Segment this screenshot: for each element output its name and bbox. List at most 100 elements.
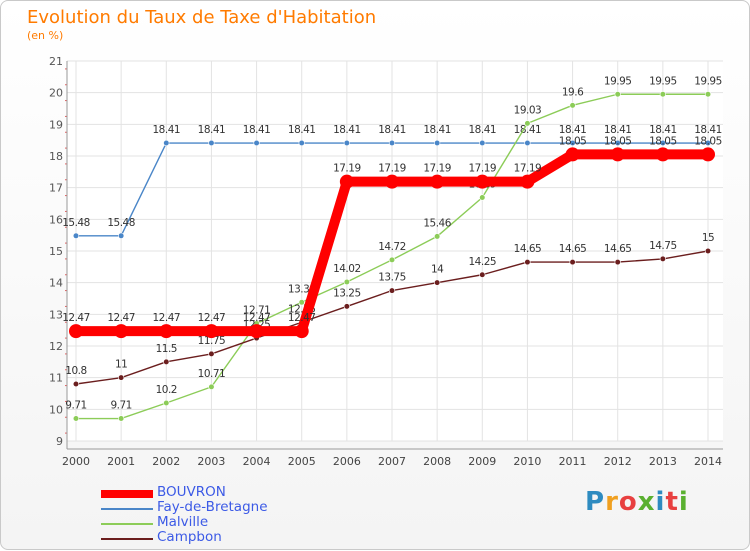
x-tick-label: 2004 bbox=[243, 455, 271, 468]
x-tick-label: 2013 bbox=[649, 455, 677, 468]
legend-item-fay: Fay-de-Bretagne bbox=[101, 499, 361, 516]
x-tick-label: 2002 bbox=[152, 455, 180, 468]
data-point-fay-de-bretagne bbox=[614, 139, 621, 147]
x-tick-label: 2000 bbox=[62, 455, 90, 468]
data-point-fay-de-bretagne bbox=[343, 139, 350, 147]
data-point-campbon bbox=[208, 350, 215, 358]
data-label-malville: 15.46 bbox=[423, 217, 451, 229]
data-label-malville: 12.71 bbox=[243, 305, 271, 317]
y-tick-label: 17 bbox=[49, 182, 63, 195]
y-tick-label: 13 bbox=[49, 308, 63, 321]
data-point-fay-de-bretagne bbox=[163, 139, 170, 147]
data-point-bouvron bbox=[294, 324, 309, 339]
data-label-bouvron: 17.19 bbox=[423, 163, 451, 175]
y-tick-label: 11 bbox=[49, 372, 63, 385]
data-label-fay-de-bretagne: 18.41 bbox=[604, 124, 632, 136]
data-label-bouvron: 17.19 bbox=[469, 163, 497, 175]
data-label-campbon: 11.5 bbox=[156, 343, 177, 355]
data-point-bouvron bbox=[655, 147, 670, 162]
data-point-bouvron bbox=[565, 147, 580, 162]
legend-swatch-malville bbox=[101, 523, 153, 525]
data-point-campbon bbox=[118, 374, 125, 381]
data-point-fay-de-bretagne bbox=[388, 139, 396, 147]
data-label-malville: 10.2 bbox=[156, 384, 177, 396]
x-tick-label: 2009 bbox=[468, 455, 496, 468]
legend-label-fay: Fay-de-Bretagne bbox=[157, 499, 268, 515]
logo-letter: r bbox=[605, 487, 619, 517]
data-label-bouvron: 12.47 bbox=[153, 312, 181, 324]
x-tick-label: 2003 bbox=[197, 455, 225, 468]
data-point-malville bbox=[524, 120, 531, 127]
data-point-fay-de-bretagne bbox=[72, 232, 80, 239]
data-point-malville bbox=[479, 194, 486, 201]
y-tick-label: 19 bbox=[49, 118, 63, 131]
data-point-campbon bbox=[659, 255, 666, 263]
data-point-bouvron bbox=[204, 324, 219, 339]
data-label-bouvron: 17.19 bbox=[514, 163, 542, 175]
data-label-fay-de-bretagne: 18.41 bbox=[333, 124, 361, 136]
x-tick-label: 2005 bbox=[288, 455, 316, 468]
data-point-malville bbox=[614, 91, 621, 98]
data-point-malville bbox=[118, 415, 125, 422]
proxiti-logo: Proxiti bbox=[585, 487, 689, 517]
data-point-fay-de-bretagne bbox=[569, 139, 576, 147]
data-point-malville bbox=[163, 399, 170, 407]
data-point-bouvron bbox=[69, 324, 83, 339]
chart-title: Evolution du Taux de Taxe d'Habitation bbox=[27, 7, 377, 28]
legend-swatch-fay bbox=[101, 508, 153, 510]
data-point-fay-de-bretagne bbox=[298, 139, 305, 147]
data-label-fay-de-bretagne: 18.41 bbox=[469, 124, 497, 136]
data-point-bouvron bbox=[114, 324, 129, 339]
legend-label-bouvron: BOUVRON bbox=[157, 484, 226, 500]
data-label-fay-de-bretagne: 18.41 bbox=[198, 124, 226, 136]
data-point-campbon bbox=[479, 271, 486, 278]
data-label-campbon: 13.75 bbox=[378, 272, 406, 284]
data-point-malville bbox=[569, 102, 576, 109]
data-label-campbon: 14.75 bbox=[649, 240, 677, 252]
data-label-malville: 19.95 bbox=[649, 75, 677, 87]
data-label-fay-de-bretagne: 18.41 bbox=[423, 124, 451, 136]
data-point-campbon bbox=[163, 358, 170, 365]
data-label-bouvron: 18.05 bbox=[559, 135, 587, 147]
data-label-fay-de-bretagne: 15.48 bbox=[107, 217, 135, 229]
logo-letter: o bbox=[618, 487, 638, 517]
data-label-bouvron: 12.47 bbox=[288, 312, 316, 324]
data-label-fay-de-bretagne: 18.41 bbox=[694, 124, 722, 136]
y-tick-label: 12 bbox=[49, 340, 63, 353]
x-tick-label: 2010 bbox=[513, 455, 541, 468]
x-tick-label: 2008 bbox=[423, 455, 451, 468]
data-point-campbon bbox=[388, 287, 396, 294]
data-label-bouvron: 17.19 bbox=[378, 163, 406, 175]
data-label-bouvron: 12.47 bbox=[198, 312, 226, 324]
legend-swatch-campbon bbox=[101, 538, 153, 540]
data-point-campbon bbox=[614, 258, 621, 266]
y-tick-label: 16 bbox=[49, 213, 63, 226]
data-label-bouvron: 17.19 bbox=[333, 163, 361, 175]
data-point-campbon bbox=[524, 258, 531, 266]
legend-label-malville: Malville bbox=[157, 514, 209, 530]
legend-item-bouvron: BOUVRON bbox=[101, 484, 361, 501]
y-tick-label: 10 bbox=[49, 403, 63, 416]
data-label-campbon: 11 bbox=[115, 359, 127, 371]
legend-label-campbon: Campbon bbox=[157, 529, 222, 545]
data-point-bouvron bbox=[385, 174, 399, 189]
logo-letter: P bbox=[585, 487, 606, 517]
legend-swatch-bouvron bbox=[101, 490, 153, 498]
data-label-fay-de-bretagne: 18.41 bbox=[153, 124, 181, 136]
data-label-malville: 9.71 bbox=[65, 400, 86, 412]
data-label-campbon: 10.8 bbox=[65, 365, 86, 377]
chart-subtitle: (en %) bbox=[27, 29, 64, 42]
data-point-fay-de-bretagne bbox=[659, 139, 666, 147]
data-point-campbon bbox=[434, 279, 441, 286]
x-tick-label: 2001 bbox=[107, 455, 135, 468]
data-label-campbon: 14.65 bbox=[514, 243, 542, 255]
data-label-campbon: 14.65 bbox=[604, 243, 632, 255]
data-label-malville: 10.71 bbox=[198, 368, 226, 380]
data-label-fay-de-bretagne: 18.41 bbox=[514, 124, 542, 136]
data-label-campbon: 15 bbox=[702, 232, 714, 244]
y-tick-label: 18 bbox=[49, 150, 63, 163]
data-label-bouvron: 18.05 bbox=[649, 135, 677, 147]
x-tick-label: 2006 bbox=[333, 455, 361, 468]
y-tick-label: 9 bbox=[56, 435, 63, 448]
data-label-malville: 14.02 bbox=[333, 263, 361, 275]
